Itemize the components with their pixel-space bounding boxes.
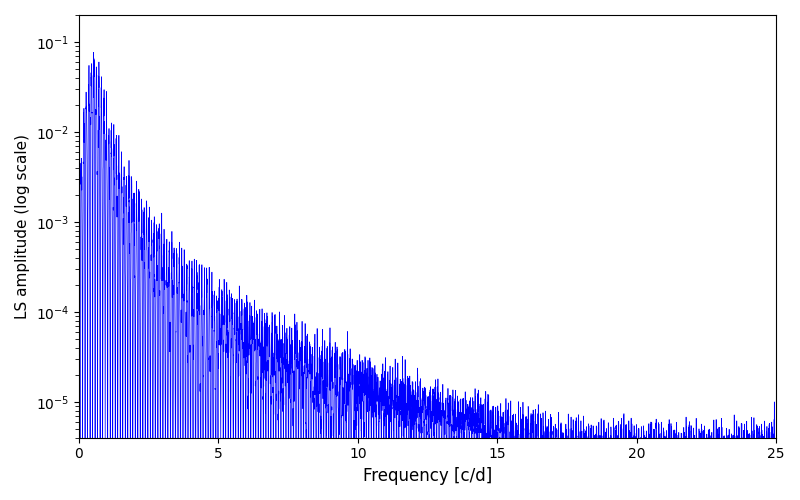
X-axis label: Frequency [c/d]: Frequency [c/d] — [363, 467, 492, 485]
Y-axis label: LS amplitude (log scale): LS amplitude (log scale) — [15, 134, 30, 319]
